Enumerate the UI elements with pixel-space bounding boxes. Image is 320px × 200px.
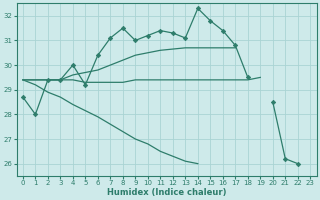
X-axis label: Humidex (Indice chaleur): Humidex (Indice chaleur) [107, 188, 226, 197]
